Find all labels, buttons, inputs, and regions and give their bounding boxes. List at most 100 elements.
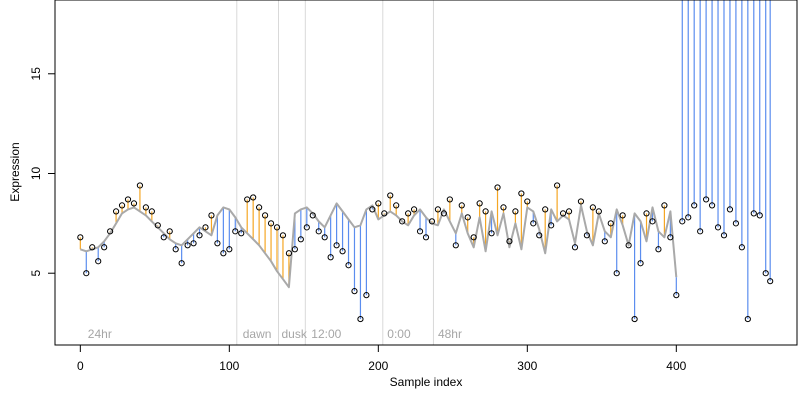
data-point bbox=[756, 212, 763, 219]
data-point bbox=[101, 244, 108, 251]
data-point bbox=[267, 220, 275, 227]
data-point bbox=[160, 234, 167, 241]
x-tick-label: 0 bbox=[77, 359, 84, 373]
data-point bbox=[697, 228, 704, 235]
data-point bbox=[375, 200, 382, 207]
residual-stems bbox=[79, 0, 771, 320]
phase-label: 12:00 bbox=[311, 327, 341, 341]
data-point bbox=[601, 238, 608, 245]
data-point bbox=[720, 232, 728, 239]
data-point bbox=[428, 218, 436, 225]
data-point bbox=[512, 208, 519, 215]
data-point bbox=[232, 228, 239, 235]
data-point bbox=[732, 220, 740, 227]
data-point bbox=[416, 228, 424, 235]
data-point bbox=[762, 270, 769, 277]
data-point bbox=[303, 224, 310, 231]
data-point bbox=[363, 292, 370, 299]
data-point bbox=[273, 224, 281, 231]
data-point bbox=[405, 210, 412, 217]
y-tick-label: 10 bbox=[29, 167, 43, 181]
data-point bbox=[738, 244, 745, 251]
data-point bbox=[333, 242, 340, 249]
data-point bbox=[685, 214, 692, 221]
data-point bbox=[369, 206, 376, 213]
data-point bbox=[613, 270, 620, 277]
data-point bbox=[95, 258, 102, 265]
data-point bbox=[488, 230, 495, 237]
data-point bbox=[440, 210, 447, 217]
x-tick-label: 400 bbox=[666, 359, 686, 373]
data-point bbox=[345, 262, 352, 269]
data-point bbox=[136, 182, 144, 189]
data-point bbox=[118, 202, 126, 209]
data-point bbox=[524, 198, 531, 205]
data-point bbox=[577, 198, 585, 205]
data-point bbox=[184, 242, 191, 249]
data-point bbox=[309, 212, 316, 219]
data-point bbox=[744, 315, 751, 323]
data-point bbox=[339, 248, 346, 255]
data-point bbox=[399, 218, 406, 225]
y-axis-label: Expression bbox=[8, 142, 22, 201]
data-point bbox=[494, 184, 501, 191]
data-point bbox=[452, 242, 459, 249]
x-tick-label: 300 bbox=[517, 359, 537, 373]
data-point bbox=[667, 234, 674, 241]
data-point bbox=[285, 250, 293, 257]
data-point bbox=[244, 196, 251, 203]
data-point bbox=[315, 228, 322, 235]
data-point bbox=[708, 202, 716, 209]
data-point bbox=[726, 206, 734, 213]
data-point bbox=[226, 246, 233, 253]
data-point bbox=[256, 204, 263, 211]
data-point bbox=[190, 240, 197, 247]
data-point bbox=[446, 196, 453, 203]
data-point bbox=[703, 196, 710, 203]
fit-line bbox=[79, 202, 678, 289]
data-point bbox=[166, 228, 173, 235]
data-point bbox=[357, 315, 364, 323]
data-point bbox=[559, 210, 567, 217]
data-point bbox=[77, 234, 84, 241]
data-point bbox=[625, 242, 632, 249]
data-point bbox=[250, 194, 257, 201]
data-point bbox=[351, 288, 358, 295]
data-point bbox=[154, 222, 161, 229]
x-axis-label: Sample index bbox=[390, 375, 463, 389]
data-point bbox=[565, 208, 573, 215]
data-point bbox=[172, 246, 179, 253]
data-point bbox=[261, 212, 269, 219]
data-point bbox=[750, 210, 757, 217]
data-point bbox=[673, 292, 680, 299]
data-point bbox=[130, 200, 138, 207]
data-point bbox=[482, 208, 489, 215]
y-tick-label: 15 bbox=[29, 67, 43, 81]
x-tick-label: 100 bbox=[219, 359, 239, 373]
phase-separators bbox=[236, 0, 434, 345]
data-point bbox=[595, 208, 602, 215]
data-point bbox=[518, 190, 525, 197]
data-point bbox=[214, 240, 221, 247]
data-point bbox=[589, 204, 596, 211]
data-point bbox=[542, 206, 549, 213]
data-point bbox=[434, 206, 442, 213]
data-point bbox=[476, 200, 483, 207]
data-point bbox=[767, 278, 774, 285]
data-point bbox=[178, 260, 185, 267]
data-point bbox=[464, 214, 471, 221]
data-point bbox=[208, 212, 215, 219]
data-point bbox=[631, 315, 638, 323]
data-point bbox=[583, 232, 591, 239]
phase-label: 24hr bbox=[88, 327, 112, 341]
data-point bbox=[148, 208, 155, 215]
data-point bbox=[607, 220, 614, 227]
data-point bbox=[691, 202, 698, 209]
data-point bbox=[458, 202, 465, 209]
data-point bbox=[649, 218, 656, 225]
data-point bbox=[279, 232, 287, 239]
data-point bbox=[554, 182, 561, 189]
data-point bbox=[548, 222, 555, 229]
phase-label: 0:00 bbox=[387, 327, 411, 341]
